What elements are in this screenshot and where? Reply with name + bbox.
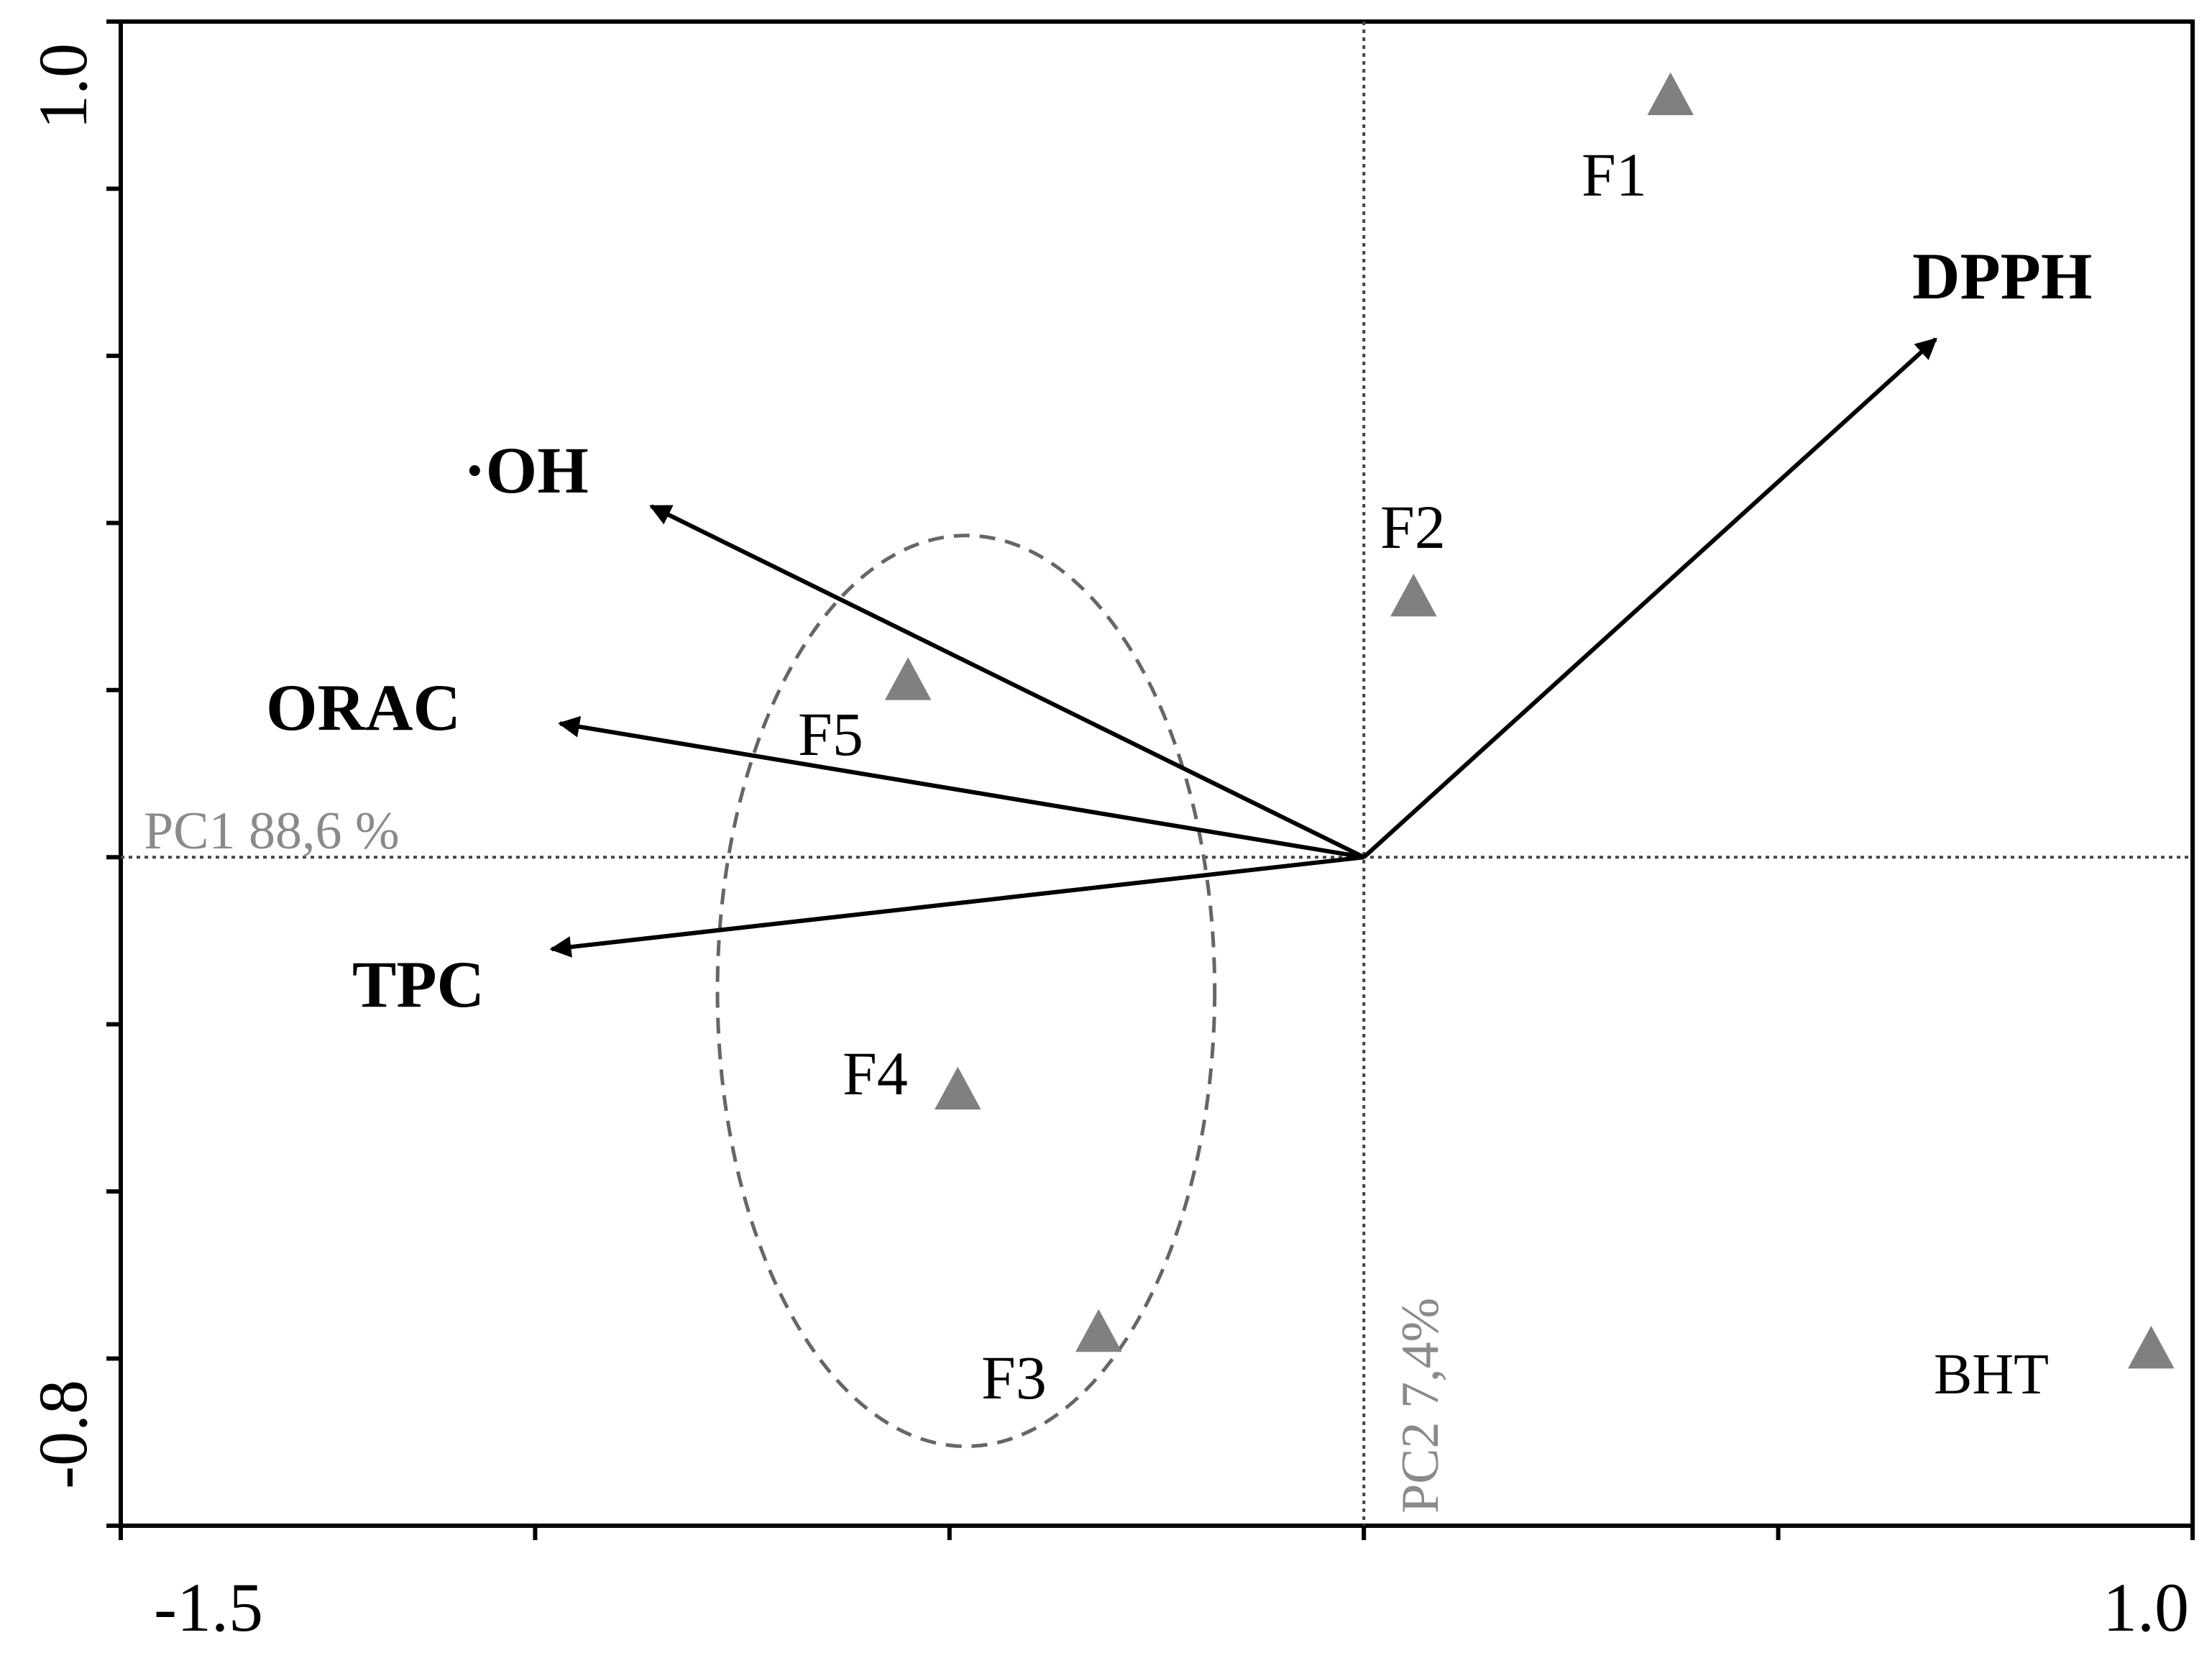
score-label-f4: F4 [843, 1039, 908, 1108]
score-markers [884, 72, 2175, 1369]
loading-arrows [549, 337, 1937, 958]
loading-arrow-tpc [549, 855, 1364, 958]
score-marker-f1 [1647, 72, 1694, 116]
score-label-f5: F5 [798, 700, 863, 769]
y-axis-label: PC2 7,4% [1391, 1298, 1450, 1513]
loading-label-tpc: TPC [352, 948, 485, 1021]
loading-label-oh: ·OH [464, 434, 589, 507]
y-tick-label-max: 1.0 [24, 43, 101, 129]
score-label-f3: F3 [981, 1343, 1047, 1412]
score-marker-f5 [884, 657, 932, 700]
score-label-f1: F1 [1582, 140, 1647, 209]
score-marker-f4 [935, 1066, 981, 1110]
y-axis-ticks [106, 19, 121, 1528]
score-marker-f3 [1075, 1309, 1122, 1352]
x-tick-label-max: 1.0 [2103, 1569, 2189, 1646]
loading-arrow-orac [558, 715, 1364, 860]
y-tick-label-min: -0.8 [24, 1380, 101, 1489]
loading-arrow-dpph [1362, 337, 1937, 859]
plot-frame [119, 19, 2195, 1528]
cluster-ellipse [715, 533, 1217, 1449]
loading-label-orac: ORAC [266, 671, 461, 744]
loading-label-dpph: DPPH [1912, 239, 2092, 313]
score-label-f2: F2 [1380, 493, 1446, 562]
x-axis-label: PC1 88,6 % [144, 802, 400, 861]
score-marker-f2 [1390, 573, 1437, 617]
score-marker-bht [2128, 1325, 2175, 1369]
x-axis-ticks [119, 1526, 2195, 1540]
x-tick-label-min: -1.5 [154, 1569, 263, 1646]
loading-arrow-oh [649, 504, 1365, 859]
score-label-bht: BHT [1934, 1343, 2049, 1406]
